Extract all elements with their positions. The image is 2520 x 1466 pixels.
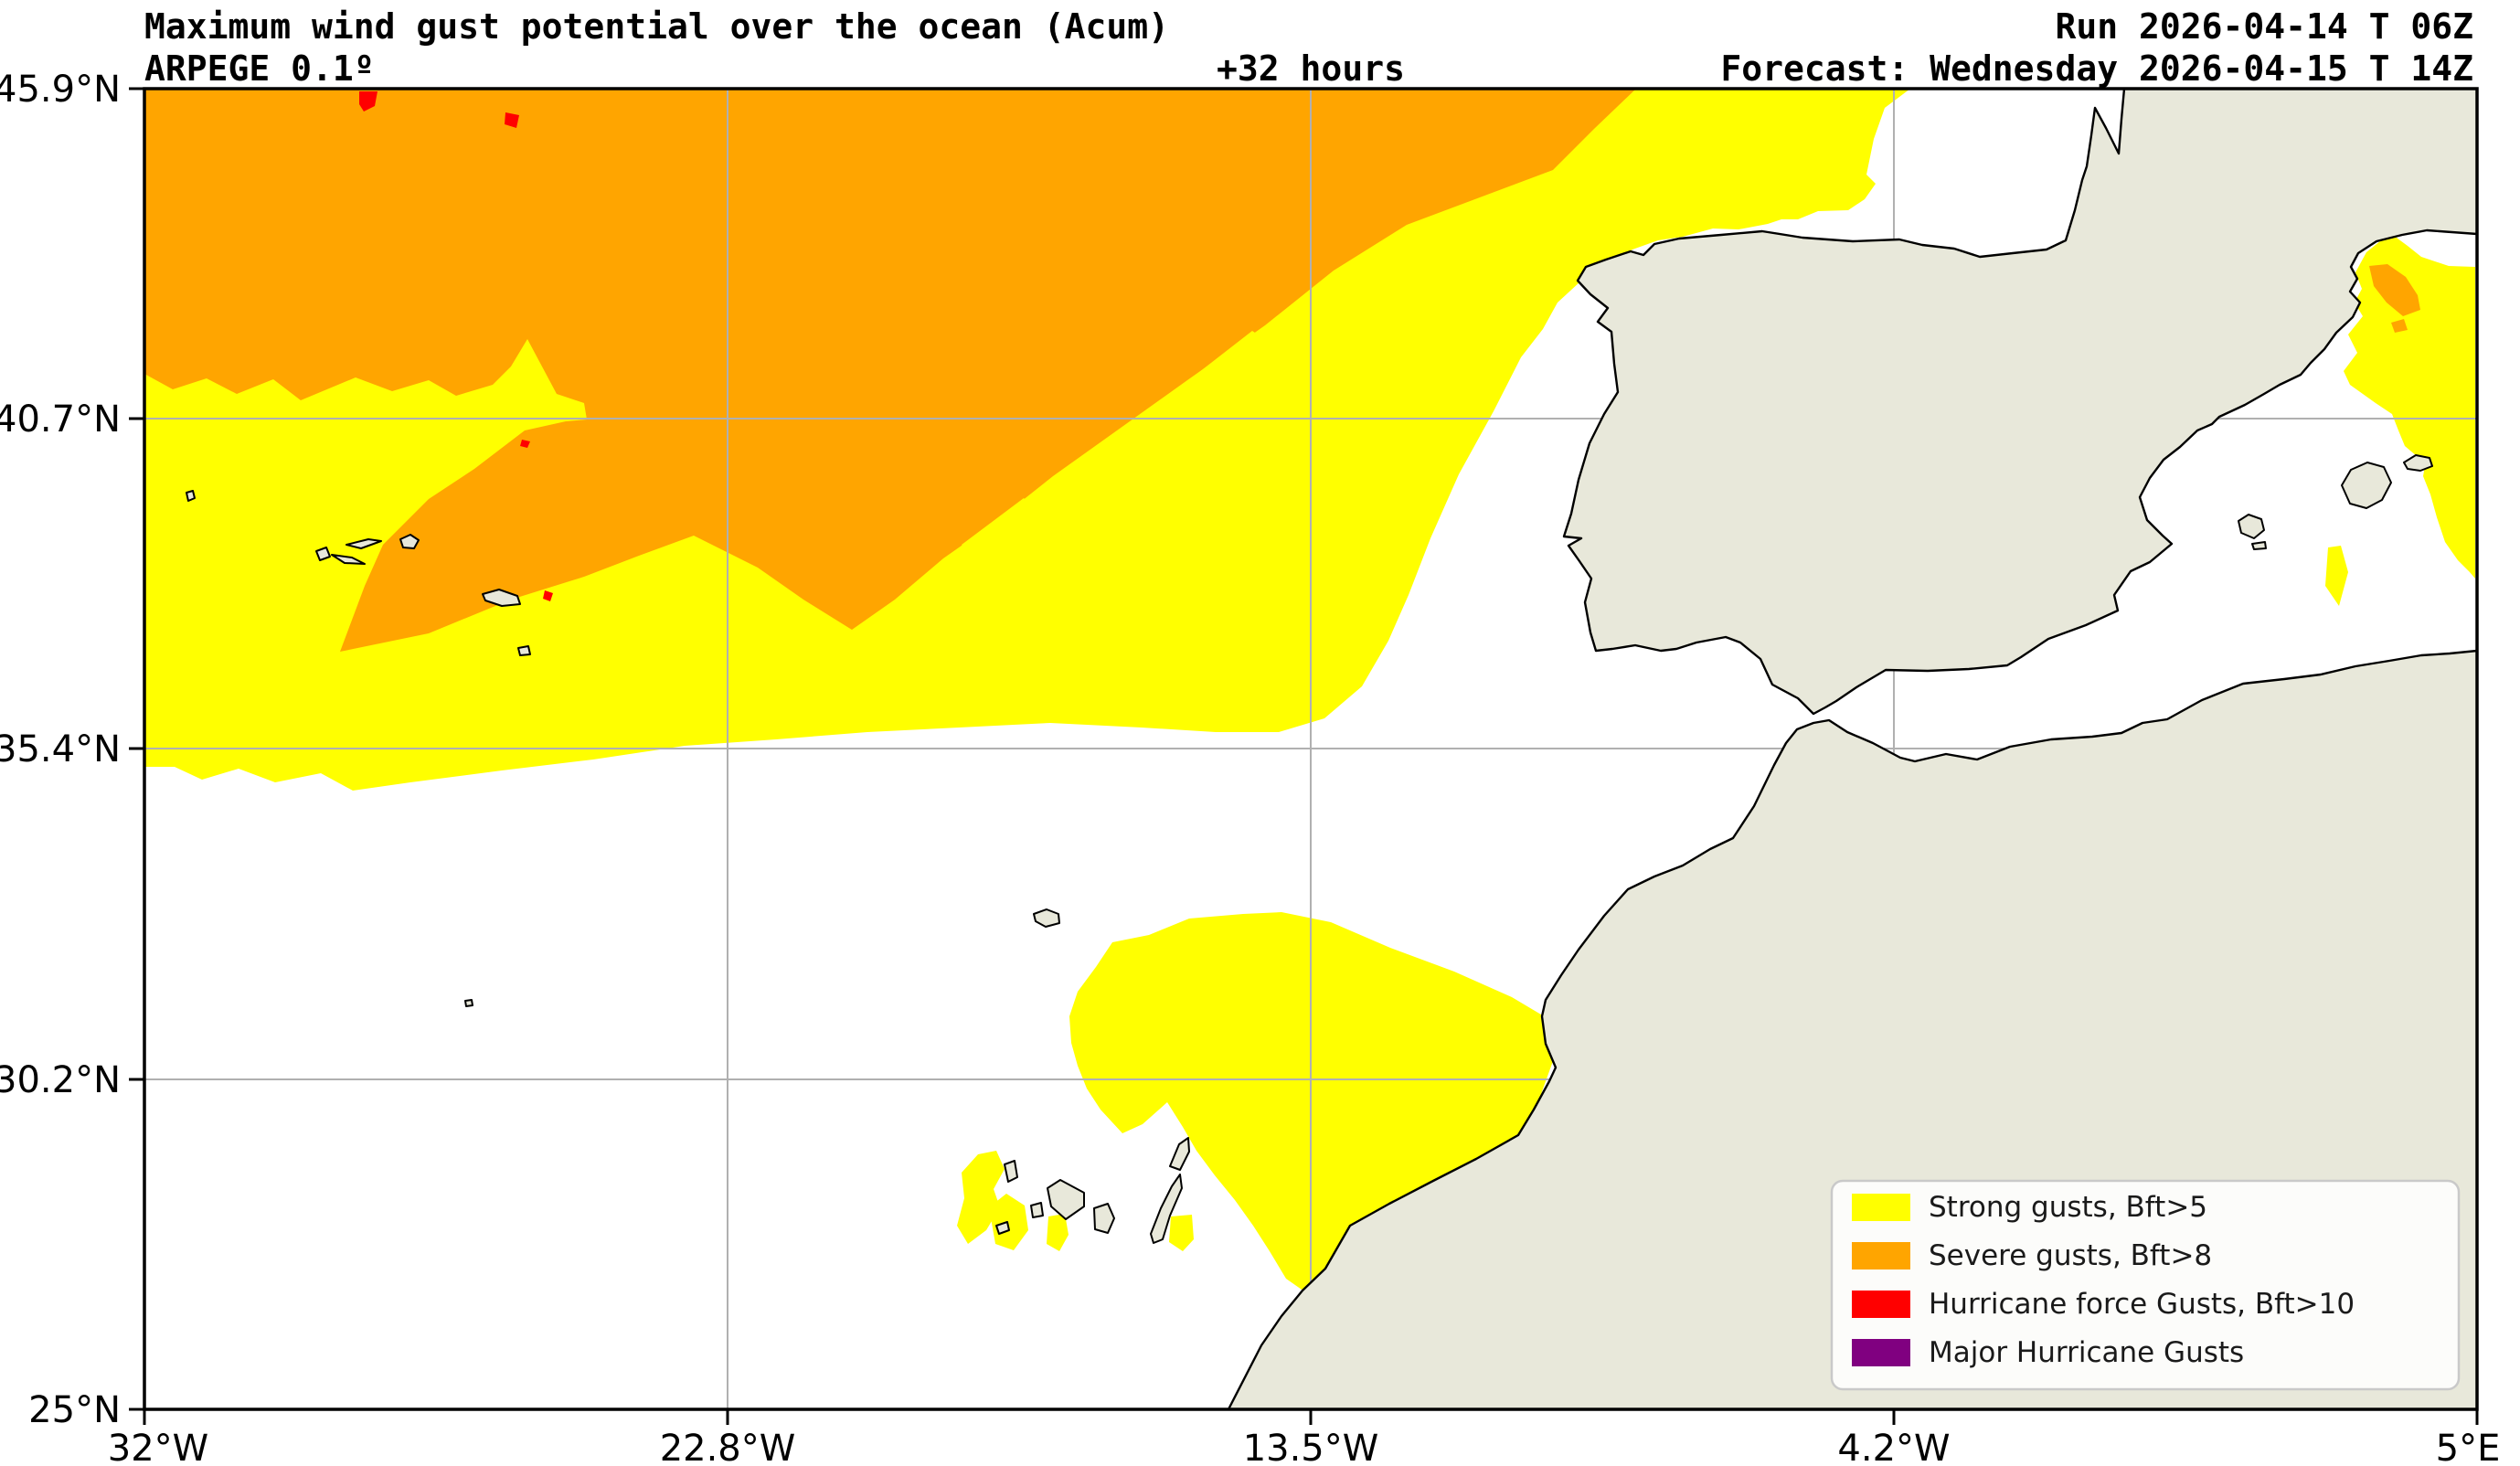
legend-box [1830,1179,2461,1391]
run-label: Run 2026-04-14 T 06Z [2055,6,2473,47]
hurricane-spot [359,91,377,112]
island-grancanaria [1093,1203,1115,1234]
land-europe [1562,87,2479,716]
legend-item: Hurricane force Gusts, Bft>10 [1852,1288,2355,1321]
region-severe-gusts-atlantic [144,89,1636,652]
island-azores-saomiguel [482,589,521,607]
island-tenerife [1047,1179,1085,1220]
x-tick-label: 32°W [108,1428,208,1466]
island-lapalma [1004,1160,1018,1183]
island-azores-pico [331,554,366,565]
x-tick-label: 5°E [2436,1428,2501,1466]
islet [464,999,473,1007]
region-strong-gusts-canaries [957,1151,1194,1251]
axis-ticks [129,87,2479,1425]
legend-label-strong: Strong gusts, Bft>5 [1929,1191,2207,1224]
legend-item: Severe gusts, Bft>8 [1852,1239,2212,1272]
y-tick-label: 35.4°N [0,728,121,770]
legend-swatch-hurricane [1852,1291,1910,1318]
island-azores-flores [186,490,196,502]
lead-time-label: +32 hours [1217,48,1405,89]
x-tick-label: 13.5°W [1243,1428,1379,1466]
x-tick-label: 4.2°W [1837,1428,1950,1466]
legend-label-severe: Severe gusts, Bft>8 [1929,1239,2212,1272]
y-tick-label: 30.2°N [0,1059,121,1101]
island-lagomera [1030,1202,1044,1218]
strong-gust-slivers [962,331,1263,552]
x-axis-labels: 32°W 22.8°W 13.5°W 4.2°W 5°E [108,1428,2501,1466]
hurricane-spot [505,112,519,128]
model-label: ARPEGE 0.1º [144,48,375,89]
legend-swatch-severe [1852,1242,1910,1269]
island-azores-santamaria [517,645,531,656]
island-mallorca [2341,462,2392,509]
y-axis-labels: 45.9°N 40.7°N 35.4°N 30.2°N 25°N [0,69,121,1431]
islands [186,454,2433,1244]
y-tick-label: 25°N [28,1389,121,1431]
region-severe-gusts-mediterranean [2369,264,2420,333]
region-strong-gusts-mediterranean [2344,233,2475,579]
legend-swatch-major [1852,1339,1910,1366]
island-azores-saojorge [346,538,382,549]
y-tick-label: 45.9°N [0,69,121,111]
x-tick-label: 22.8°W [660,1428,796,1466]
island-elhierro [995,1221,1010,1235]
island-azores-faial [315,547,331,561]
island-azores-terceira [399,534,420,549]
legend-swatch-strong [1852,1194,1910,1221]
island-lanzarote [1169,1137,1190,1171]
island-madeira [1033,908,1060,928]
hurricane-spot [543,590,553,601]
region-hurricane-spots [359,91,553,601]
island-formentera [2251,541,2267,550]
y-tick-label: 40.7°N [0,398,121,441]
legend-label-major: Major Hurricane Gusts [1929,1336,2244,1369]
page-title: Maximum wind gust potential over the oce… [144,6,1169,47]
island-fuerteventura [1150,1174,1183,1244]
island-ibiza [2238,514,2265,539]
legend-label-hurricane: Hurricane force Gusts, Bft>10 [1929,1288,2355,1321]
island-menorca [2403,454,2433,472]
legend: Strong gusts, Bft>5 Severe gusts, Bft>8 … [1830,1179,2461,1391]
forecast-label: Forecast: Wednesday 2026-04-15 T 14Z [1720,48,2473,89]
map-frame [143,87,2479,1411]
legend-item: Strong gusts, Bft>5 [1852,1191,2207,1224]
hurricane-spot [520,440,530,448]
legend-item: Major Hurricane Gusts [1852,1336,2244,1369]
